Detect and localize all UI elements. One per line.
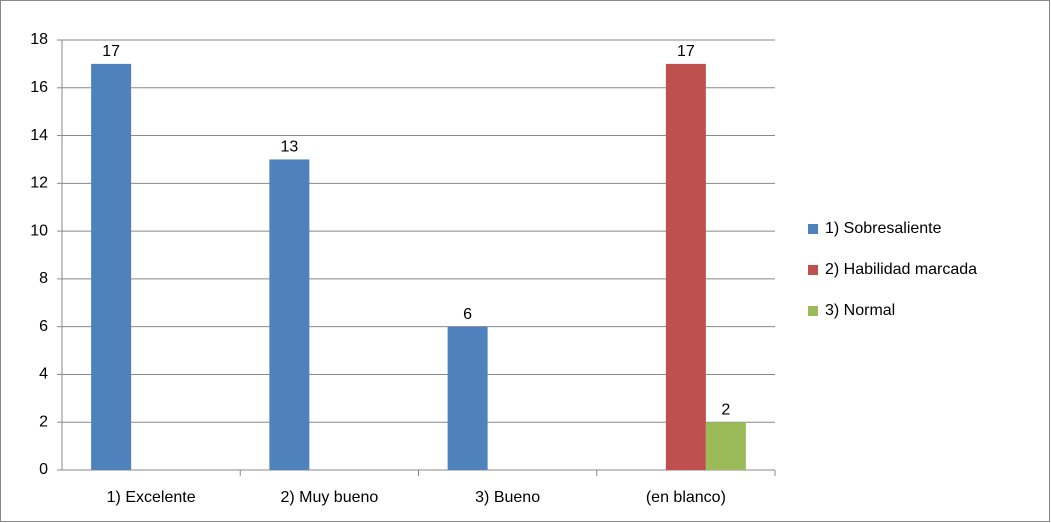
y-tick-label: 14 [30, 127, 48, 144]
data-label: 2 [721, 401, 730, 418]
legend-swatch [808, 265, 818, 275]
y-tick-label: 16 [30, 79, 48, 96]
x-tick-label: 3) Bueno [475, 489, 540, 506]
y-tick-label: 4 [39, 366, 48, 383]
y-tick-label: 10 [30, 222, 48, 239]
data-label: 6 [463, 306, 472, 323]
x-tick-label: 2) Muy bueno [280, 489, 378, 506]
legend-swatch [808, 306, 818, 316]
y-tick-label: 2 [39, 413, 48, 430]
y-tick-label: 12 [30, 175, 48, 192]
y-tick-label: 8 [39, 270, 48, 287]
data-label: 17 [677, 43, 695, 60]
y-tick-label: 6 [39, 318, 48, 335]
data-label: 13 [280, 139, 298, 156]
legend-label: 3) Normal [825, 302, 895, 319]
bar [269, 159, 310, 470]
x-tick-label: (en blanco) [646, 489, 726, 506]
x-tick-label: 1) Excelente [107, 489, 196, 506]
legend-label: 1) Sobresaliente [825, 220, 942, 237]
bar [705, 422, 746, 470]
data-label: 17 [102, 43, 120, 60]
legend-label: 2) Habilidad marcada [825, 261, 977, 278]
bar [91, 63, 132, 471]
y-tick-label: 18 [30, 31, 48, 48]
bar [665, 63, 706, 471]
bar [447, 326, 488, 470]
y-tick-label: 0 [39, 461, 48, 478]
legend-swatch [808, 224, 818, 234]
